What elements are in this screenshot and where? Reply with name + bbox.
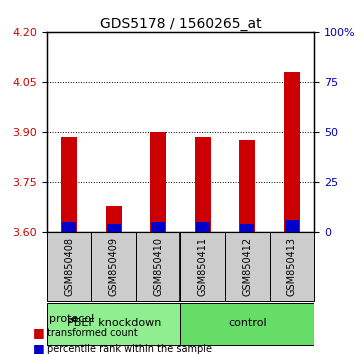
Bar [151, 132, 166, 232]
Bar [285, 220, 299, 232]
Title: GDS5178 / 1560265_at: GDS5178 / 1560265_at [100, 17, 261, 31]
Text: GSM850410: GSM850410 [153, 237, 163, 296]
Text: transformed count: transformed count [47, 328, 138, 338]
Bar [61, 137, 77, 232]
FancyBboxPatch shape [136, 232, 180, 301]
Text: percentile rank within the sample: percentile rank within the sample [47, 344, 212, 354]
Text: GSM850411: GSM850411 [198, 237, 208, 296]
Bar [62, 222, 76, 232]
FancyBboxPatch shape [225, 232, 270, 301]
Bar [284, 72, 300, 232]
Text: GSM850409: GSM850409 [109, 237, 119, 296]
Text: ■: ■ [32, 326, 44, 339]
Bar [196, 222, 210, 232]
FancyBboxPatch shape [270, 232, 314, 301]
Text: GSM850413: GSM850413 [287, 237, 297, 296]
FancyBboxPatch shape [180, 232, 225, 301]
FancyBboxPatch shape [47, 232, 91, 301]
Bar [239, 141, 255, 232]
Text: control: control [228, 318, 266, 328]
FancyBboxPatch shape [91, 232, 136, 301]
Text: GSM850412: GSM850412 [242, 237, 252, 296]
FancyBboxPatch shape [47, 303, 180, 345]
Text: GSM850408: GSM850408 [64, 237, 74, 296]
Bar [195, 137, 210, 232]
Bar [107, 224, 121, 232]
Text: PBEF knockdown: PBEF knockdown [66, 318, 161, 328]
FancyBboxPatch shape [180, 303, 314, 345]
Text: protocol: protocol [49, 314, 95, 324]
Bar [106, 206, 122, 232]
Bar [151, 222, 165, 232]
Text: ■: ■ [32, 342, 44, 354]
Bar [240, 224, 254, 232]
